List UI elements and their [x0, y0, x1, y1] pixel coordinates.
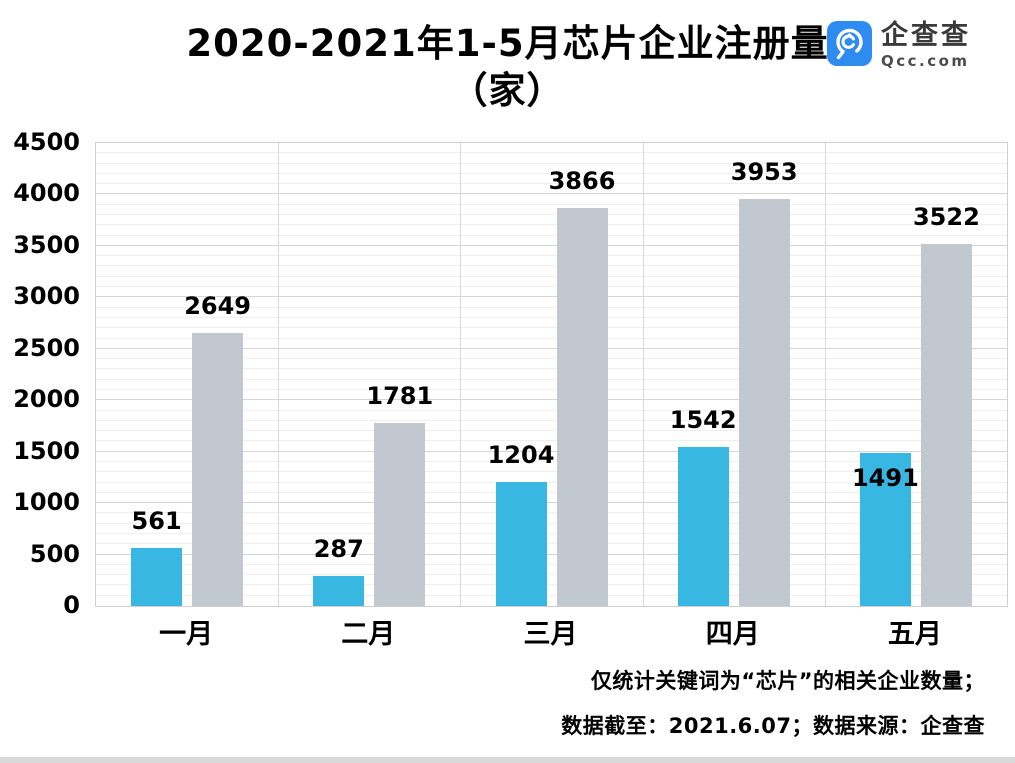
minor-gridline	[96, 368, 1007, 370]
x-tick-label-五月: 五月	[887, 619, 942, 650]
x-tick-label-二月: 二月	[341, 619, 396, 650]
bar-2020-二月	[313, 576, 365, 606]
chart-title: 2020-2021年1-5月芯片企业注册量 （家）	[0, 20, 1015, 114]
y-tick-label: 0	[63, 591, 80, 619]
major-gridline	[96, 502, 1007, 504]
y-tick-label: 4500	[13, 128, 80, 156]
bottom-border	[0, 757, 1015, 763]
minor-gridline	[96, 172, 1007, 174]
x-axis: 一月 二月 三月 四月 五月	[95, 618, 1006, 652]
minor-gridline	[96, 224, 1007, 226]
value-label-2020-一月: 561	[131, 507, 182, 536]
minor-gridline	[96, 378, 1007, 380]
bar-2020-三月	[495, 482, 547, 606]
bar-2021-三月	[556, 208, 608, 606]
footer-note-line2: 数据截至：2021.6.07；数据来源：企查查	[561, 714, 985, 738]
major-gridline	[96, 450, 1007, 452]
minor-gridline	[96, 255, 1007, 257]
value-label-2020-三月: 1204	[487, 441, 555, 470]
plot-area: 561 2649 287 1781 1204 3866 1542 3953 1491 3522	[95, 142, 1008, 607]
minor-gridline	[96, 471, 1007, 473]
footer-note-line1: 仅统计关键词为“芯片”的相关企业数量；	[590, 669, 985, 693]
minor-gridline	[96, 214, 1007, 216]
x-tick-label-四月: 四月	[705, 619, 760, 650]
minor-gridline	[96, 265, 1007, 267]
y-tick-label: 500	[29, 539, 80, 568]
minor-gridline	[96, 430, 1007, 432]
bar-2021-五月	[920, 243, 972, 606]
x-tick-label-一月: 一月	[159, 619, 214, 650]
y-tick-label: 4000	[13, 179, 80, 208]
minor-gridline	[96, 275, 1007, 277]
minor-gridline	[96, 358, 1007, 360]
qcc-logo-domain: Qcc.com	[881, 52, 970, 70]
qcc-logo: 企查查 Qcc.com	[827, 21, 971, 70]
chart-title-line2: （家）	[450, 69, 565, 112]
y-tick-label: 2500	[13, 333, 80, 362]
minor-gridline	[96, 337, 1007, 339]
y-tick-label: 3000	[13, 282, 80, 311]
category-separator	[278, 143, 280, 606]
minor-gridline	[96, 491, 1007, 493]
value-label-2020-二月: 287	[313, 535, 364, 564]
qcc-logo-text: 企查查 Qcc.com	[881, 20, 971, 71]
minor-gridline	[96, 512, 1007, 514]
minor-gridline	[96, 460, 1007, 462]
value-label-2021-二月: 1781	[366, 381, 434, 410]
y-tick-label: 1000	[13, 488, 80, 517]
minor-gridline	[96, 574, 1007, 576]
value-label-2021-三月: 3866	[548, 167, 616, 196]
major-gridline	[96, 399, 1007, 401]
category-separator	[642, 143, 644, 606]
minor-gridline	[96, 183, 1007, 185]
minor-gridline	[96, 388, 1007, 390]
minor-gridline	[96, 327, 1007, 329]
y-axis: 0 500 1000 1500 2000 2500 3000 3500 4000 4500	[0, 128, 82, 619]
value-label-2020-四月: 1542	[669, 406, 737, 435]
minor-gridline	[96, 306, 1007, 308]
minor-gridline	[96, 286, 1007, 288]
bar-2021-二月	[374, 422, 426, 606]
category-separator	[460, 143, 462, 606]
minor-gridline	[96, 584, 1007, 586]
bar-2020-五月	[859, 452, 911, 606]
y-tick-label: 1500	[13, 436, 80, 465]
value-label-2021-五月: 3522	[912, 202, 980, 231]
chart-title-line1: 2020-2021年1-5月芯片企业注册量	[186, 22, 829, 65]
minor-gridline	[96, 481, 1007, 483]
minor-gridline	[96, 152, 1007, 154]
minor-gridline	[96, 203, 1007, 205]
y-tick-label: 2000	[13, 385, 80, 414]
minor-gridline	[96, 162, 1007, 164]
qcc-logo-icon	[827, 21, 872, 66]
minor-gridline	[96, 316, 1007, 318]
minor-gridline	[96, 543, 1007, 545]
bar-2021-四月	[738, 199, 790, 606]
major-gridline	[96, 553, 1007, 555]
major-gridline	[96, 296, 1007, 298]
value-label-2020-五月: 1491	[851, 463, 919, 492]
y-tick-label: 3500	[13, 230, 80, 259]
value-label-2021-四月: 3953	[730, 158, 798, 187]
magnifier-q-icon	[836, 28, 863, 60]
minor-gridline	[96, 532, 1007, 534]
bar-2020-四月	[677, 447, 729, 606]
value-label-2021-一月: 2649	[184, 292, 251, 321]
minor-gridline	[96, 419, 1007, 421]
x-tick-label-三月: 三月	[523, 619, 578, 650]
major-gridline	[96, 244, 1007, 246]
minor-gridline	[96, 234, 1007, 236]
category-separator	[824, 143, 826, 606]
bar-2020-一月	[131, 548, 183, 606]
major-gridline	[96, 193, 1007, 195]
major-gridline	[96, 347, 1007, 349]
qcc-logo-name: 企查查	[881, 20, 971, 51]
minor-gridline	[96, 409, 1007, 411]
footer-note: 仅统计关键词为“芯片”的相关企业数量； 数据截至：2021.6.07；数据来源：…	[561, 659, 985, 749]
minor-gridline	[96, 522, 1007, 524]
bar-2021-一月	[192, 333, 244, 606]
minor-gridline	[96, 440, 1007, 442]
minor-gridline	[96, 594, 1007, 596]
minor-gridline	[96, 563, 1007, 565]
